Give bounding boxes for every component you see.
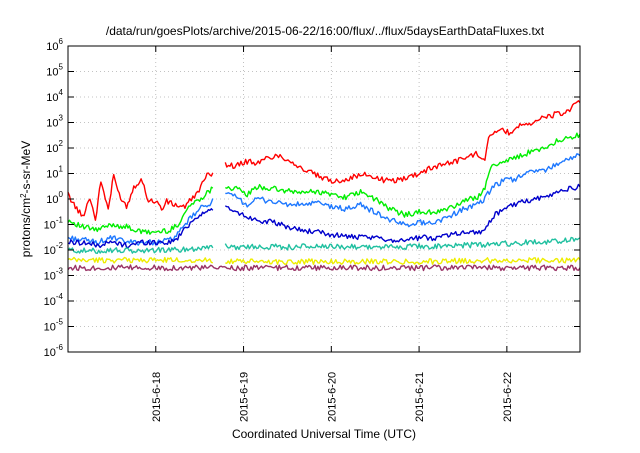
y-axis-label: protons/cm2-s-sr-MeV [19,141,34,257]
y-tick-label: 105 [46,63,63,79]
y-tick-label: 10-5 [44,318,64,334]
y-tick-label: 10-4 [44,292,64,308]
chart-title: /data/run/goesPlots/archive/2015-06-22/1… [106,24,545,38]
y-tick-label: 103 [46,114,63,130]
x-tick-label: 2015-6-22 [502,372,514,422]
y-tick-label: 106 [46,37,63,53]
y-tick-label: 104 [46,88,63,104]
x-axis-label: Coordinated Universal Time (UTC) [232,427,416,441]
y-axis: 10-6 10-5 10-4 10-3 10-2 10-1 100 101 102 103 104 1… [44,37,580,359]
series-line-1 [67,100,581,221]
y-axis-label-suffix: -s-sr-MeV [19,141,33,194]
y-tick-label: 101 [46,165,63,181]
grid [68,45,580,353]
series-line-5 [67,236,581,254]
series-line-6 [67,256,581,265]
y-tick-label: 102 [46,139,63,155]
series-group [67,100,581,272]
x-axis: 2015-6-18 2015-6-19 2015-6-20 2015-6-21 2015… [151,46,514,422]
y-axis-label-prefix: protons/cm [19,198,33,257]
y-tick-label: 100 [46,190,63,206]
y-tick-label: 10-2 [44,241,64,257]
x-tick-label: 2015-6-18 [151,372,163,422]
x-tick-label: 2015-6-20 [326,372,338,422]
x-tick-label: 2015-6-21 [414,372,426,422]
y-tick-label: 10-1 [44,216,64,232]
y-axis-label-superscript: 2 [19,193,28,198]
series-line-2 [67,132,581,235]
series-line-7 [67,264,581,272]
x-tick-label: 2015-6-19 [239,372,251,422]
y-tick-label: 10-6 [44,343,64,359]
series-line-4 [67,183,581,249]
y-tick-label: 10-3 [44,267,64,283]
